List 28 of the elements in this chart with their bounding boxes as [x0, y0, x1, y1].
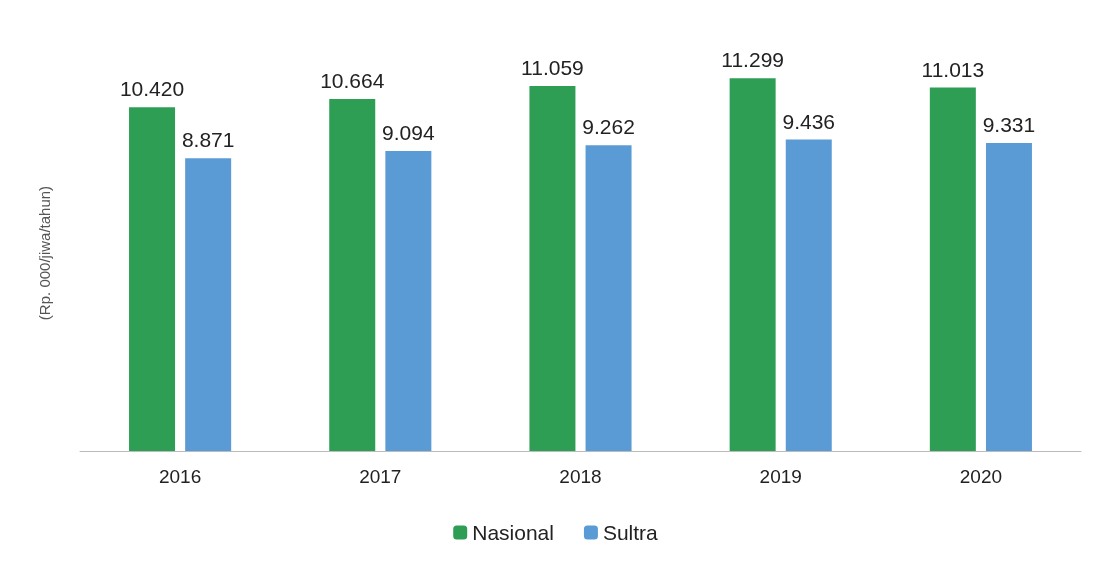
bar [585, 145, 632, 451]
data-label: 10.420 [119, 77, 185, 101]
data-label: 9.331 [982, 113, 1036, 137]
y-axis-title: (Rp. 000/jiwa/tahun) [36, 185, 53, 321]
data-label: 11.299 [721, 48, 784, 72]
x-tick-label: 2019 [759, 466, 802, 487]
data-label: 9.262 [582, 115, 635, 139]
bar [529, 86, 576, 451]
bar [785, 139, 832, 451]
data-label: 9.436 [782, 109, 836, 133]
legend-label: Sultra [602, 521, 659, 544]
data-label: 10.664 [320, 69, 385, 93]
bar [129, 107, 176, 451]
data-label: 9.094 [382, 120, 435, 144]
x-tick-label: 2020 [959, 466, 1003, 487]
bar [385, 150, 432, 451]
bar [929, 87, 976, 451]
bar [329, 99, 376, 451]
data-label: 11.013 [921, 57, 985, 81]
x-tick-label: 2016 [158, 466, 202, 487]
x-tick-label: 2018 [559, 466, 602, 487]
data-label: 8.871 [181, 128, 235, 152]
data-label: 11.059 [521, 56, 584, 80]
bar [185, 158, 232, 451]
bar [729, 78, 776, 451]
x-tick-label: 2017 [359, 466, 402, 487]
bar [985, 143, 1032, 451]
legend-label: Nasional [472, 521, 554, 544]
